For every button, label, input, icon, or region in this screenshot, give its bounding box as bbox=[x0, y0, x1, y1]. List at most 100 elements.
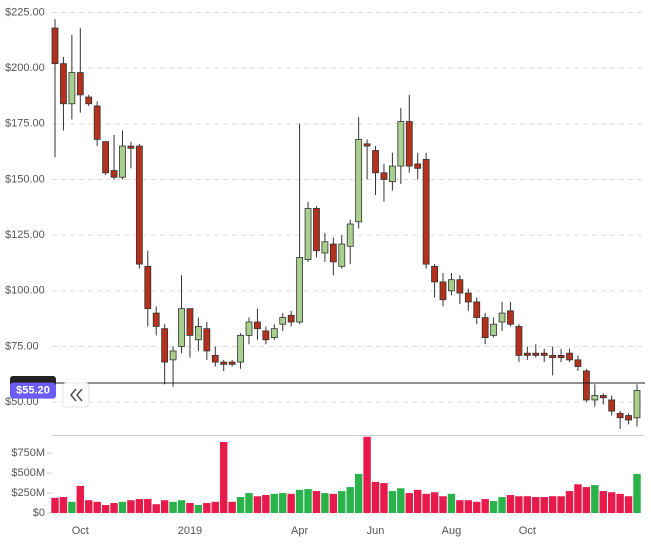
candle-body bbox=[220, 361, 228, 365]
overlay: $55.20 bbox=[10, 376, 645, 408]
volume-bar bbox=[473, 501, 481, 513]
candle-body bbox=[245, 321, 253, 336]
scroll-back-button[interactable] bbox=[62, 382, 90, 408]
volume-bar bbox=[346, 487, 354, 513]
volume-tick-label: $0 bbox=[33, 507, 45, 519]
volume-bar bbox=[456, 500, 464, 513]
candle-body bbox=[549, 354, 557, 359]
y-tick-label: $100.00 bbox=[5, 285, 45, 297]
candle-body bbox=[321, 241, 329, 254]
x-tick-label: Jun bbox=[367, 525, 385, 537]
candle-body bbox=[287, 314, 295, 323]
candle-body bbox=[346, 223, 354, 247]
volume-bar bbox=[59, 497, 68, 513]
volume-bar bbox=[219, 441, 228, 513]
volume-bar bbox=[489, 501, 498, 513]
volume-bar bbox=[388, 491, 397, 513]
volume-bar bbox=[380, 483, 388, 513]
candle-body bbox=[540, 352, 548, 356]
candle-body bbox=[355, 138, 363, 223]
volume-bar bbox=[413, 489, 422, 513]
volume-bar bbox=[354, 473, 363, 513]
candle-body bbox=[633, 390, 641, 419]
volume-bar bbox=[203, 503, 211, 513]
volume-bar bbox=[371, 481, 380, 513]
volume-bar bbox=[144, 499, 152, 513]
x-tick-label: Aug bbox=[442, 525, 462, 537]
volume-bar bbox=[464, 500, 473, 513]
candle-body bbox=[372, 150, 379, 174]
candle-body bbox=[152, 312, 160, 327]
volume-bar bbox=[532, 497, 540, 513]
x-tick-label: Oct bbox=[519, 525, 536, 537]
candle-body bbox=[60, 63, 67, 105]
y-tick-label: $50.00 bbox=[5, 396, 39, 408]
candle-body bbox=[574, 359, 582, 367]
candle-body bbox=[76, 72, 84, 96]
volume-bar bbox=[211, 501, 219, 513]
volume-tick-label: $750M bbox=[11, 447, 45, 459]
volume-bar bbox=[515, 496, 523, 513]
candle-body bbox=[608, 399, 616, 412]
candle-body bbox=[422, 159, 430, 265]
volume-bar bbox=[439, 496, 447, 513]
plot-area: $50.00 $75.00 $100.00 $125.00 $150.00 $175.00… bbox=[5, 6, 645, 537]
candle-body bbox=[110, 170, 118, 178]
volume-bar bbox=[279, 493, 287, 513]
candle-body bbox=[532, 352, 540, 356]
volume-bar bbox=[245, 493, 253, 513]
candle-body bbox=[144, 265, 152, 310]
candle-body bbox=[262, 330, 270, 341]
candle-body bbox=[473, 301, 481, 318]
volume-bar bbox=[194, 505, 203, 513]
volume-bar bbox=[228, 501, 236, 513]
candle-body bbox=[296, 257, 304, 323]
volume-bar bbox=[110, 503, 118, 513]
volume-tick-label: $500M bbox=[11, 467, 45, 479]
y-tick-label: $175.00 bbox=[5, 118, 45, 130]
volume-bar bbox=[321, 493, 329, 513]
candle-body bbox=[194, 326, 202, 341]
volume-bar bbox=[591, 485, 599, 513]
volume-bar bbox=[85, 500, 93, 513]
volume-bar bbox=[557, 496, 565, 513]
candle-body bbox=[304, 208, 312, 261]
candle-body bbox=[119, 145, 126, 178]
candle-body bbox=[405, 121, 413, 167]
volume-bar bbox=[447, 493, 456, 513]
candle-body bbox=[161, 328, 169, 363]
candle-body bbox=[68, 72, 76, 105]
volume-bar bbox=[624, 496, 633, 513]
volume-bar bbox=[599, 491, 607, 513]
candle-body bbox=[186, 308, 194, 336]
volume-bar bbox=[548, 496, 557, 513]
volume-bar bbox=[127, 500, 135, 513]
x-tick-label: Oct bbox=[72, 525, 89, 537]
candle-body bbox=[169, 350, 177, 361]
volume-bar bbox=[101, 505, 110, 513]
y-tick-label: $125.00 bbox=[5, 229, 45, 241]
volume-bar bbox=[430, 492, 439, 513]
volume-bar bbox=[253, 496, 262, 513]
candle-body bbox=[313, 208, 320, 252]
candle-body bbox=[388, 165, 396, 183]
candle-body bbox=[481, 317, 489, 338]
volume-bar bbox=[607, 492, 616, 513]
candle-body bbox=[515, 326, 523, 356]
candle-body bbox=[102, 141, 110, 174]
candle-body bbox=[464, 292, 472, 303]
candle-body bbox=[507, 310, 514, 325]
candle-body bbox=[414, 163, 422, 169]
x-tick-label: Apr bbox=[291, 525, 308, 537]
y-tick-label: $225.00 bbox=[5, 6, 45, 18]
candle-body bbox=[431, 265, 438, 283]
candle-body bbox=[523, 352, 531, 356]
volume-bar bbox=[422, 493, 430, 513]
volume-bar bbox=[565, 491, 574, 513]
candle-body bbox=[51, 27, 59, 65]
candle-body bbox=[338, 243, 346, 267]
candle-body bbox=[397, 121, 405, 167]
volume-bar bbox=[169, 501, 177, 513]
volume-bar bbox=[270, 493, 279, 513]
